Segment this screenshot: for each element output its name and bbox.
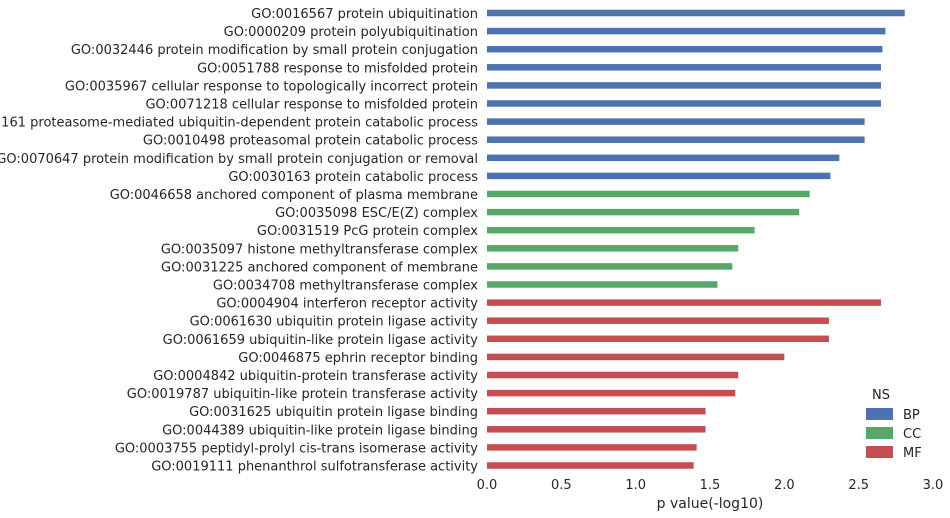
x-axis-label: p value(-log10) [657, 496, 764, 512]
x-tick-label: 1.5 [700, 478, 721, 493]
bar-bp [487, 154, 840, 162]
legend-label-cc: CC [903, 427, 921, 442]
bar-bp [487, 64, 881, 71]
category-label: GO:0031625 ubiquitin protein ligase bind… [189, 405, 478, 420]
bar-cc [487, 281, 718, 288]
legend-label-mf: MF [903, 446, 922, 461]
x-tick-label: 2.5 [848, 478, 869, 493]
bar-mf [487, 371, 739, 379]
legend-swatch-cc [866, 427, 893, 439]
category-label: GO:0061630 ubiquitin protein ligase acti… [190, 315, 479, 330]
bar-mf [487, 444, 697, 451]
bar-mf [487, 389, 736, 397]
category-label: GO:0004842 ubiquitin-protein transferase… [153, 369, 478, 384]
bar-cc [487, 263, 733, 270]
bar-mf [487, 317, 829, 324]
category-label: GO:0044389 ubiquitin-like protein ligase… [162, 423, 478, 438]
bar-bp [487, 136, 865, 143]
x-axis-ticks: 0.0 0.5 1.0 1.5 2.0 2.5 3.0 [477, 478, 944, 493]
bar-bp [487, 27, 886, 35]
category-label: GO:0030163 protein catabolic process [228, 170, 478, 185]
legend-label-bp: BP [903, 408, 920, 423]
category-label: GO:0046875 ephrin receptor binding [238, 351, 478, 366]
bar-bp [487, 118, 865, 125]
category-label: GO:0019787 ubiquitin-like protein transf… [127, 387, 479, 402]
bar-bp [487, 100, 881, 107]
bar-cc [487, 226, 755, 234]
bar-mf [487, 299, 881, 306]
bar-bp [487, 82, 881, 89]
category-label: GO:0010498 proteasomal protein catabolic… [143, 134, 478, 149]
category-label: GO:0016567 protein ubiquitination [251, 7, 478, 22]
category-label: GO:0051788 response to misfolded protein [197, 61, 478, 76]
bar-cc [487, 208, 800, 216]
bar-mf [487, 353, 785, 361]
legend: NS BP CC MF [866, 388, 922, 461]
legend-swatch-bp [866, 408, 893, 420]
x-tick-label: 0.0 [477, 478, 498, 493]
x-tick-label: 3.0 [923, 478, 944, 493]
category-label: GO:0071218 cellular response to misfolde… [145, 98, 478, 113]
category-label: GO:0070647 protein modification by small… [0, 152, 478, 167]
x-tick-label: 2.0 [774, 478, 795, 493]
x-tick-label: 1.0 [625, 478, 646, 493]
bar-bp [487, 172, 831, 180]
category-label: GO:0035098 ESC/E(Z) complex [275, 206, 478, 221]
category-label: GO:0000209 protein polyubiquitination [224, 25, 478, 40]
category-label: GO:0003755 peptidyl-prolyl cis-trans iso… [115, 441, 478, 456]
bar-bp [487, 45, 883, 53]
category-label: GO:0043161 proteasome-mediated ubiquitin… [0, 116, 478, 131]
category-label: GO:0031519 PcG protein complex [257, 224, 478, 239]
bar-mf [487, 407, 706, 415]
bar-mf [487, 426, 706, 433]
category-labels: GO:0016567 protein ubiquitination GO:0000… [0, 7, 478, 475]
bar-mf [487, 335, 829, 343]
category-label: GO:0032446 protein modification by small… [71, 43, 478, 58]
bar-cc [487, 245, 739, 252]
x-tick-label: 0.5 [551, 478, 572, 493]
category-label: GO:0019111 phenanthrol sulfotransferase … [151, 460, 478, 475]
legend-swatch-mf [866, 446, 893, 458]
category-label: GO:0061659 ubiquitin-like protein ligase… [163, 333, 479, 348]
category-label: GO:0035967 cellular response to topologi… [65, 79, 478, 94]
category-label: GO:0035097 histone methyltransferase com… [161, 242, 478, 257]
bars [487, 9, 905, 469]
bar-mf [487, 462, 694, 469]
category-label: GO:0034708 methyltransferase complex [213, 279, 478, 294]
bar-bp [487, 9, 905, 17]
legend-title: NS [872, 388, 890, 403]
category-label: GO:0031225 anchored component of membran… [161, 260, 478, 275]
category-label: GO:0004904 interferon receptor activity [216, 297, 478, 312]
category-label: GO:0046658 anchored component of plasma … [110, 188, 478, 203]
bar-cc [487, 190, 810, 198]
